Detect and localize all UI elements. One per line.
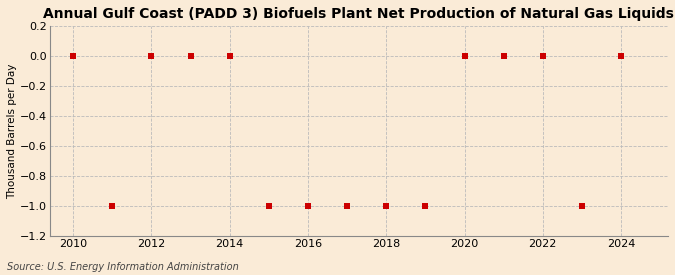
Text: Source: U.S. Energy Information Administration: Source: U.S. Energy Information Administ… xyxy=(7,262,238,272)
Title: Annual Gulf Coast (PADD 3) Biofuels Plant Net Production of Natural Gas Liquids: Annual Gulf Coast (PADD 3) Biofuels Plan… xyxy=(43,7,674,21)
Y-axis label: Thousand Barrels per Day: Thousand Barrels per Day xyxy=(7,64,17,199)
